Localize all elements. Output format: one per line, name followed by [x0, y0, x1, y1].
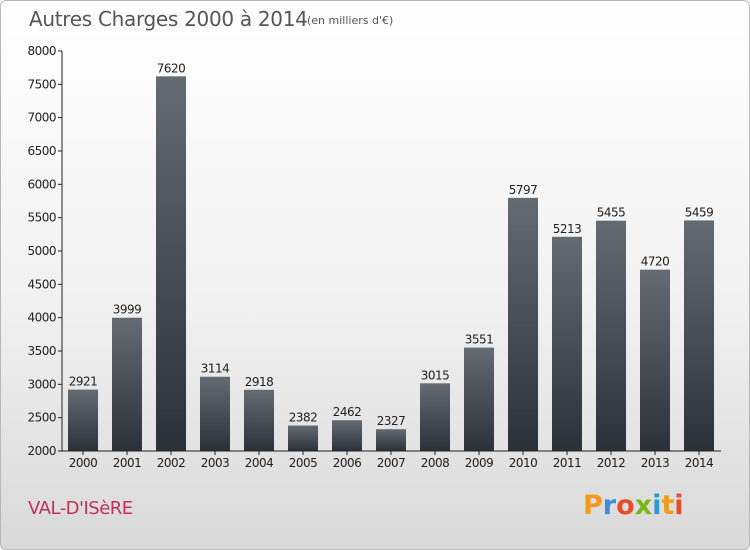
x-tick-label-2000: 2000	[69, 456, 98, 470]
x-tick-label-2009: 2009	[465, 456, 494, 470]
y-tick-label: 7500	[27, 77, 56, 91]
logo-letter: i	[652, 490, 662, 521]
data-label-2006: 2462	[333, 405, 362, 419]
logo-letter: t	[661, 490, 675, 521]
bar-2011	[552, 236, 582, 451]
x-tick-label-2002: 2002	[157, 456, 186, 470]
bar-2000	[68, 389, 98, 451]
x-tick-label-2011: 2011	[553, 456, 582, 470]
y-tick-label: 6000	[27, 177, 56, 191]
bars-group: 2921 3999 7620 3114 2918 2382 2462 2327 3015 3551…	[68, 61, 714, 451]
y-tick-label: 7000	[27, 111, 56, 125]
y-tick-label: 2500	[27, 411, 56, 425]
data-label-2013: 4720	[641, 255, 670, 269]
x-tick-label-2006: 2006	[333, 456, 362, 470]
logo-letter: r	[602, 490, 617, 521]
x-tick-label-2013: 2013	[641, 456, 670, 470]
place-name: VAL-D'ISèRE	[28, 498, 133, 519]
bar-2005	[288, 425, 318, 451]
x-tick-label-2003: 2003	[201, 456, 230, 470]
bar-2007	[376, 429, 406, 451]
y-tick-label: 2000	[27, 444, 56, 458]
y-tick-label: 4000	[27, 311, 56, 325]
bar-2003	[200, 376, 230, 451]
y-tick-label: 8000	[27, 44, 56, 58]
bar-2009	[464, 347, 494, 451]
bar-2013	[640, 269, 670, 451]
data-label-2009: 3551	[465, 333, 494, 347]
bar-2014	[684, 220, 714, 451]
x-tick-label-2014: 2014	[685, 456, 714, 470]
bar-2002	[156, 76, 186, 451]
data-label-2007: 2327	[377, 414, 406, 428]
bar-2006	[332, 420, 362, 451]
logo-letter: o	[616, 490, 635, 521]
bar-2012	[596, 220, 626, 451]
chart-title: Autres Charges 2000 à 2014	[29, 7, 308, 31]
bar-2008	[420, 383, 450, 451]
x-tick-label-2010: 2010	[509, 456, 538, 470]
logo-letter: P	[583, 490, 603, 521]
y-tick-label: 3500	[27, 344, 56, 358]
x-tick-label-2007: 2007	[377, 456, 406, 470]
x-tick-label-2008: 2008	[421, 456, 450, 470]
data-label-2000: 2921	[69, 375, 98, 389]
bar-2004	[244, 389, 274, 451]
data-label-2005: 2382	[289, 411, 318, 425]
y-tick-label: 4500	[27, 277, 56, 291]
data-label-2008: 3015	[421, 368, 450, 382]
bar-2001	[112, 317, 142, 451]
data-label-2012: 5455	[597, 206, 626, 220]
x-tick-label-2004: 2004	[245, 456, 274, 470]
data-label-2003: 3114	[201, 362, 230, 376]
data-label-2004: 2918	[245, 375, 274, 389]
data-label-2002: 7620	[157, 61, 186, 75]
chart-subtitle: (en milliers d'€)	[307, 14, 394, 27]
data-label-2011: 5213	[553, 222, 582, 236]
logo-letter: x	[634, 490, 653, 521]
y-tick-label: 5000	[27, 244, 56, 258]
logo-letter: i	[674, 490, 684, 521]
data-label-2014: 5459	[685, 205, 714, 219]
y-tick-label: 5500	[27, 211, 56, 225]
y-axis: 2000 2500 3000 3500 4000 4500 5000 5500 6000 6500…	[27, 44, 63, 458]
proxiti-logo[interactable]: Proxiti	[583, 490, 684, 521]
data-label-2001: 3999	[113, 303, 142, 317]
y-tick-label: 3000	[27, 377, 56, 391]
x-tick-label-2012: 2012	[597, 456, 626, 470]
bar-2010	[508, 197, 538, 451]
x-tick-label-2005: 2005	[289, 456, 318, 470]
x-axis: 2000 2001 2002 2003 2004 2005 2006 2007 2008 2009…	[62, 450, 721, 470]
y-tick-label: 6500	[27, 144, 56, 158]
x-tick-label-2001: 2001	[113, 456, 142, 470]
data-label-2010: 5797	[509, 183, 538, 197]
